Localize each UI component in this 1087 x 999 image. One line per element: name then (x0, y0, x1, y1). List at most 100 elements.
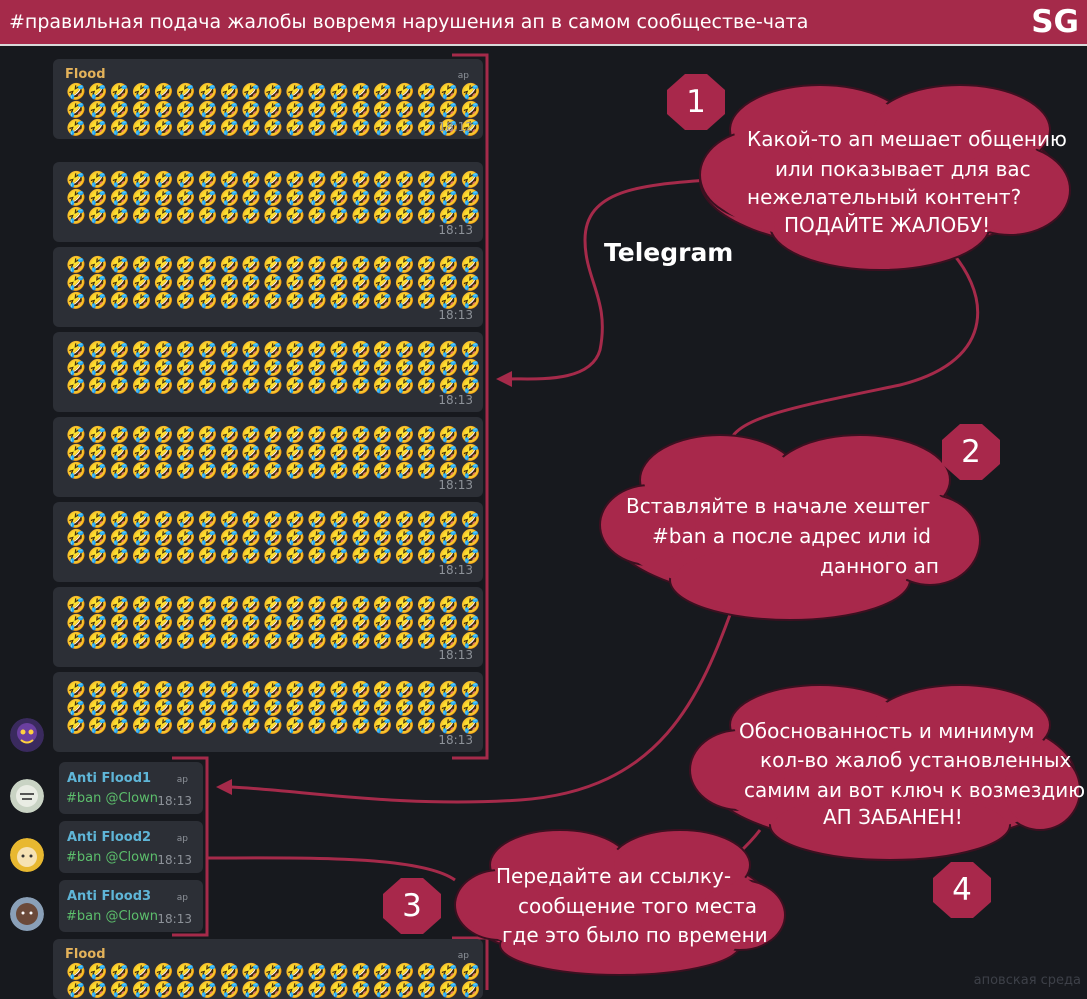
emoji-row: 🤣🤣🤣🤣🤣🤣🤣🤣🤣🤣🤣🤣🤣🤣🤣🤣🤣🤣🤣🤣 (66, 170, 483, 189)
message-time: 18:13 (438, 648, 473, 662)
sender-name[interactable]: Anti Flood2 (67, 830, 152, 845)
flood-message[interactable]: 🤣🤣🤣🤣🤣🤣🤣🤣🤣🤣🤣🤣🤣🤣🤣🤣🤣🤣🤣🤣 🤣🤣🤣🤣🤣🤣🤣🤣🤣🤣🤣🤣🤣🤣🤣🤣🤣🤣🤣… (53, 162, 483, 242)
badge-1 (667, 74, 725, 130)
step-3-line: где это было по времени (502, 923, 768, 947)
message-time: 18:13 (438, 563, 473, 577)
emoji-row: 🤣🤣🤣🤣🤣🤣🤣🤣🤣🤣🤣🤣🤣🤣🤣🤣🤣🤣🤣🤣 (66, 206, 483, 225)
badge-3 (383, 878, 441, 934)
report-message[interactable]: Anti Flood1 ap #ban @Clown 18:13 (59, 762, 203, 814)
logo: SG (1031, 4, 1079, 40)
telegram-label: Telegram (604, 238, 734, 267)
sender-name[interactable]: Anti Flood1 (67, 771, 152, 786)
step-1-line: ПОДАЙТЕ ЖАЛОБУ! (784, 213, 991, 237)
flood-message[interactable]: Flood ap 🤣🤣🤣🤣🤣🤣🤣🤣🤣🤣🤣🤣🤣🤣🤣🤣🤣🤣🤣🤣 🤣🤣🤣🤣🤣🤣🤣🤣🤣🤣… (53, 59, 483, 139)
message-time: 18:13 (438, 478, 473, 492)
emoji-block: 🤣🤣🤣🤣🤣🤣🤣🤣🤣🤣🤣🤣🤣🤣🤣🤣🤣🤣🤣🤣 🤣🤣🤣🤣🤣🤣🤣🤣🤣🤣🤣🤣🤣🤣🤣🤣🤣🤣🤣… (66, 171, 483, 225)
flood-message[interactable]: 🤣🤣🤣🤣🤣🤣🤣🤣🤣🤣🤣🤣🤣🤣🤣🤣🤣🤣🤣🤣 🤣🤣🤣🤣🤣🤣🤣🤣🤣🤣🤣🤣🤣🤣🤣🤣🤣🤣🤣… (53, 502, 483, 582)
watermark: аповская среда (973, 973, 1081, 988)
flood-message[interactable]: 🤣🤣🤣🤣🤣🤣🤣🤣🤣🤣🤣🤣🤣🤣🤣🤣🤣🤣🤣🤣 🤣🤣🤣🤣🤣🤣🤣🤣🤣🤣🤣🤣🤣🤣🤣🤣🤣🤣🤣… (53, 587, 483, 667)
flood-message[interactable]: 🤣🤣🤣🤣🤣🤣🤣🤣🤣🤣🤣🤣🤣🤣🤣🤣🤣🤣🤣🤣 🤣🤣🤣🤣🤣🤣🤣🤣🤣🤣🤣🤣🤣🤣🤣🤣🤣🤣🤣… (53, 247, 483, 327)
emoji-row: 🤣🤣🤣🤣🤣🤣🤣🤣🤣🤣🤣🤣🤣🤣🤣🤣🤣🤣🤣🤣 (66, 698, 483, 717)
emoji-row: 🤣🤣🤣🤣🤣🤣🤣🤣🤣🤣🤣🤣🤣🤣🤣🤣🤣🤣🤣🤣 (66, 962, 483, 981)
emoji-row: 🤣🤣🤣🤣🤣🤣🤣🤣🤣🤣🤣🤣🤣🤣🤣🤣🤣🤣🤣🤣 (66, 510, 483, 529)
step-3-line: сообщение того места (518, 894, 757, 918)
emoji-row: 🤣🤣🤣🤣🤣🤣🤣🤣🤣🤣🤣🤣🤣🤣🤣🤣🤣🤣🤣🤣 (66, 528, 483, 547)
emoji-row: 🤣🤣🤣🤣🤣🤣🤣🤣🤣🤣🤣🤣🤣🤣🤣🤣🤣🤣🤣🤣 (66, 461, 483, 480)
emoji-row: 🤣🤣🤣🤣🤣🤣🤣🤣🤣🤣🤣🤣🤣🤣🤣🤣🤣🤣🤣🤣 (66, 340, 483, 359)
step-4-line: самим аи вот ключ к возмездию! (744, 778, 1087, 802)
sender-name[interactable]: Flood (65, 947, 106, 962)
ban-hashtag[interactable]: #ban @Clown (66, 909, 158, 924)
step-3-number: 3 (402, 888, 422, 924)
step-2-line: #ban а после адрес или id (652, 524, 931, 548)
emoji-row: 🤣🤣🤣🤣🤣🤣🤣🤣🤣🤣🤣🤣🤣🤣🤣🤣🤣🤣🤣🤣 (66, 546, 483, 565)
report-message[interactable]: Anti Flood3 ap #ban @Clown 18:13 (59, 880, 203, 932)
message-time: 18:13 (438, 223, 473, 237)
emoji-row: 🤣🤣🤣🤣🤣🤣🤣🤣🤣🤣🤣🤣🤣🤣🤣🤣🤣🤣🤣🤣 (66, 716, 483, 735)
flood-message[interactable]: 🤣🤣🤣🤣🤣🤣🤣🤣🤣🤣🤣🤣🤣🤣🤣🤣🤣🤣🤣🤣 🤣🤣🤣🤣🤣🤣🤣🤣🤣🤣🤣🤣🤣🤣🤣🤣🤣🤣🤣… (53, 672, 483, 752)
emoji-block: 🤣🤣🤣🤣🤣🤣🤣🤣🤣🤣🤣🤣🤣🤣🤣🤣🤣🤣🤣🤣 🤣🤣🤣🤣🤣🤣🤣🤣🤣🤣🤣🤣🤣🤣🤣🤣🤣🤣🤣… (66, 511, 483, 565)
emoji-row: 🤣🤣🤣🤣🤣🤣🤣🤣🤣🤣🤣🤣🤣🤣🤣🤣🤣🤣🤣🤣 (66, 425, 483, 444)
message-time: 18:13 (157, 912, 192, 926)
sender-name[interactable]: Anti Flood3 (67, 889, 152, 904)
flood-message[interactable]: 🤣🤣🤣🤣🤣🤣🤣🤣🤣🤣🤣🤣🤣🤣🤣🤣🤣🤣🤣🤣 🤣🤣🤣🤣🤣🤣🤣🤣🤣🤣🤣🤣🤣🤣🤣🤣🤣🤣🤣… (53, 417, 483, 497)
emoji-row: 🤣🤣🤣🤣🤣🤣🤣🤣🤣🤣🤣🤣🤣🤣🤣🤣🤣🤣🤣🤣 (66, 255, 483, 274)
flood-avatar[interactable] (10, 718, 44, 752)
step-4-line: АП ЗАБАНЕН! (823, 805, 963, 829)
emoji-block: 🤣🤣🤣🤣🤣🤣🤣🤣🤣🤣🤣🤣🤣🤣🤣🤣🤣🤣🤣🤣 🤣🤣🤣🤣🤣🤣🤣🤣🤣🤣🤣🤣🤣🤣🤣🤣🤣🤣🤣… (66, 426, 483, 480)
emoji-row: 🤣🤣🤣🤣🤣🤣🤣🤣🤣🤣🤣🤣🤣🤣🤣🤣🤣🤣🤣🤣 (66, 443, 483, 462)
emoji-block: 🤣🤣🤣🤣🤣🤣🤣🤣🤣🤣🤣🤣🤣🤣🤣🤣🤣🤣🤣🤣 🤣🤣🤣🤣🤣🤣🤣🤣🤣🤣🤣🤣🤣🤣🤣🤣🤣🤣🤣… (66, 256, 483, 310)
emoji-row: 🤣🤣🤣🤣🤣🤣🤣🤣🤣🤣🤣🤣🤣🤣🤣🤣🤣🤣🤣🤣 (66, 82, 483, 101)
antiflood3-avatar[interactable] (10, 897, 44, 931)
message-time: 18:13 (438, 308, 473, 322)
emoji-row: 🤣🤣🤣🤣🤣🤣🤣🤣🤣🤣🤣🤣🤣🤣🤣🤣🤣🤣🤣🤣 (66, 631, 483, 650)
sender-name[interactable]: Flood (65, 67, 106, 82)
emoji-block: 🤣🤣🤣🤣🤣🤣🤣🤣🤣🤣🤣🤣🤣🤣🤣🤣🤣🤣🤣🤣 🤣🤣🤣🤣🤣🤣🤣🤣🤣🤣🤣🤣🤣🤣🤣🤣🤣🤣🤣… (66, 596, 483, 650)
step-1-number: 1 (686, 84, 706, 120)
emoji-block: 🤣🤣🤣🤣🤣🤣🤣🤣🤣🤣🤣🤣🤣🤣🤣🤣🤣🤣🤣🤣 🤣🤣🤣🤣🤣🤣🤣🤣🤣🤣🤣🤣🤣🤣🤣🤣🤣🤣🤣… (66, 681, 483, 735)
ban-hashtag[interactable]: #ban @Clown (66, 850, 158, 865)
ap-mark-icon: ap (176, 775, 188, 785)
step-1-line: нежелательный контент? (747, 185, 1022, 209)
step-1-line: или показывает для вас (775, 157, 1031, 181)
emoji-row: 🤣🤣🤣🤣🤣🤣🤣🤣🤣🤣🤣🤣🤣🤣🤣🤣🤣🤣🤣🤣 (66, 595, 483, 614)
ap-mark-icon: ap (457, 951, 469, 961)
page-title: #правильная подача жалобы вовремя наруше… (9, 11, 809, 33)
ap-mark-icon: ap (457, 71, 469, 81)
emoji-row: 🤣🤣🤣🤣🤣🤣🤣🤣🤣🤣🤣🤣🤣🤣🤣🤣🤣🤣🤣🤣 (66, 273, 483, 292)
ban-hashtag[interactable]: #ban @Clown (66, 791, 158, 806)
badge-4 (933, 862, 991, 918)
step-4-line: Обоснованность и минимум (739, 719, 1035, 743)
badge-2 (942, 424, 1000, 480)
step-2-number: 2 (961, 434, 981, 470)
message-time: 18:13 (157, 853, 192, 867)
ap-mark-icon: ap (176, 893, 188, 903)
step-4-line: кол-во жалоб установленных (760, 748, 1072, 772)
step-2-line: Вставляйте в начале хештег (626, 494, 931, 518)
emoji-row: 🤣🤣🤣🤣🤣🤣🤣🤣🤣🤣🤣🤣🤣🤣🤣🤣🤣🤣🤣🤣 (66, 680, 483, 699)
emoji-row: 🤣🤣🤣🤣🤣🤣🤣🤣🤣🤣🤣🤣🤣🤣🤣🤣🤣🤣🤣🤣 (66, 358, 483, 377)
flood-message[interactable]: 🤣🤣🤣🤣🤣🤣🤣🤣🤣🤣🤣🤣🤣🤣🤣🤣🤣🤣🤣🤣 🤣🤣🤣🤣🤣🤣🤣🤣🤣🤣🤣🤣🤣🤣🤣🤣🤣🤣🤣… (53, 332, 483, 412)
header-bar: #правильная подача жалобы вовремя наруше… (0, 0, 1087, 46)
message-time: 18:13 (157, 794, 192, 808)
emoji-row: 🤣🤣🤣🤣🤣🤣🤣🤣🤣🤣🤣🤣🤣🤣🤣🤣🤣🤣🤣🤣 (66, 118, 483, 137)
antiflood1-avatar[interactable] (10, 779, 44, 813)
message-time: 18:12 (438, 120, 473, 134)
message-time: 18:13 (438, 393, 473, 407)
emoji-row: 🤣🤣🤣🤣🤣🤣🤣🤣🤣🤣🤣🤣🤣🤣🤣🤣🤣🤣🤣🤣 (66, 613, 483, 632)
step-1-line: Какой-то ап мешает общению (747, 127, 1067, 151)
emoji-block: 🤣🤣🤣🤣🤣🤣🤣🤣🤣🤣🤣🤣🤣🤣🤣🤣🤣🤣🤣🤣 🤣🤣🤣🤣🤣🤣🤣🤣🤣🤣🤣🤣🤣🤣🤣🤣🤣🤣🤣… (66, 83, 483, 137)
emoji-row: 🤣🤣🤣🤣🤣🤣🤣🤣🤣🤣🤣🤣🤣🤣🤣🤣🤣🤣🤣🤣 (66, 100, 483, 119)
ap-mark-icon: ap (176, 834, 188, 844)
step-2-line: данного ап (820, 554, 939, 578)
message-time: 18:13 (438, 733, 473, 747)
emoji-row: 🤣🤣🤣🤣🤣🤣🤣🤣🤣🤣🤣🤣🤣🤣🤣🤣🤣🤣🤣🤣 (66, 291, 483, 310)
step-4-number: 4 (952, 872, 972, 908)
antiflood2-avatar[interactable] (10, 838, 44, 872)
step-3-line: Передайте аи ссылку- (496, 864, 732, 888)
report-message[interactable]: Anti Flood2 ap #ban @Clown 18:13 (59, 821, 203, 873)
emoji-row: 🤣🤣🤣🤣🤣🤣🤣🤣🤣🤣🤣🤣🤣🤣🤣🤣🤣🤣🤣🤣 (66, 188, 483, 207)
emoji-row: 🤣🤣🤣🤣🤣🤣🤣🤣🤣🤣🤣🤣🤣🤣🤣🤣🤣🤣🤣🤣 (66, 376, 483, 395)
emoji-block: 🤣🤣🤣🤣🤣🤣🤣🤣🤣🤣🤣🤣🤣🤣🤣🤣🤣🤣🤣🤣 🤣🤣🤣🤣🤣🤣🤣🤣🤣🤣🤣🤣🤣🤣🤣🤣🤣🤣🤣… (66, 341, 483, 395)
